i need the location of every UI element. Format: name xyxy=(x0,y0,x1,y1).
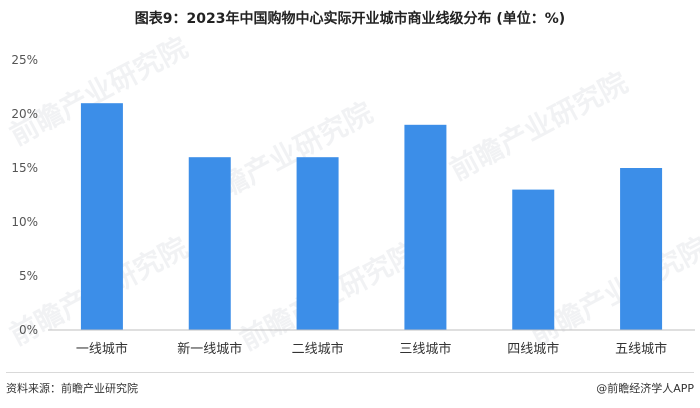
x-tick-label: 一线城市 xyxy=(76,341,128,357)
y-tick-label: 15% xyxy=(11,161,38,175)
x-tick-label: 三线城市 xyxy=(399,341,451,357)
bar xyxy=(80,103,123,330)
source-note: 资料来源：前瞻产业研究院 xyxy=(6,382,138,395)
y-tick-label: 10% xyxy=(11,215,38,229)
x-tick-label: 四线城市 xyxy=(507,341,559,357)
y-tick-label: 0% xyxy=(19,323,38,337)
bar xyxy=(296,157,339,330)
bar xyxy=(620,168,663,330)
chart-title: 图表9：2023年中国购物中心实际开业城市商业线级分布 (单位：%) xyxy=(134,11,566,27)
bar-chart: 0% 5% 10% 15% 20% 25% 一线城市 新一线城市 二线城市 三线城市 四线城市 五线… xyxy=(11,53,695,357)
bar xyxy=(512,189,555,330)
y-tick-label: 25% xyxy=(11,53,38,67)
x-tick-label: 五线城市 xyxy=(615,341,667,357)
bar xyxy=(188,157,231,330)
y-axis-ticks: 0% 5% 10% 15% 20% 25% xyxy=(11,53,38,337)
x-tick-label: 新一线城市 xyxy=(177,341,242,357)
x-tick-label: 二线城市 xyxy=(292,341,344,357)
x-axis-ticks: 一线城市 新一线城市 二线城市 三线城市 四线城市 五线城市 xyxy=(76,341,667,357)
credit-note: @前瞻经济学人APP xyxy=(596,382,694,395)
footer-divider xyxy=(6,372,694,373)
y-tick-label: 20% xyxy=(11,107,38,121)
y-tick-label: 5% xyxy=(19,269,38,283)
bars xyxy=(80,103,663,330)
bar xyxy=(404,124,447,330)
